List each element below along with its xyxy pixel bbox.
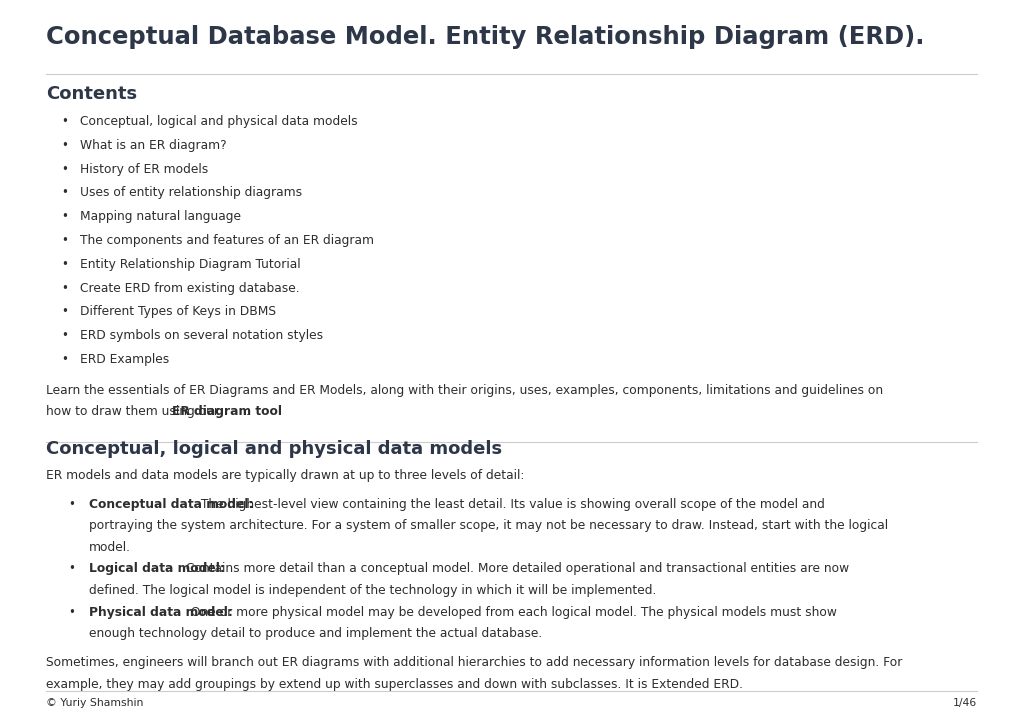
Text: defined. The logical model is independent of the technology in which it will be : defined. The logical model is independen…	[89, 584, 655, 597]
Text: Uses of entity relationship diagrams: Uses of entity relationship diagrams	[79, 186, 302, 199]
Text: model.: model.	[89, 541, 130, 554]
Text: The highest-level view containing the least detail. Its value is showing overall: The highest-level view containing the le…	[197, 498, 823, 510]
Text: ER diagram tool: ER diagram tool	[172, 405, 281, 418]
Text: •: •	[61, 305, 68, 318]
Text: example, they may add groupings by extend up with superclasses and down with sub: example, they may add groupings by exten…	[46, 678, 742, 690]
Text: •: •	[61, 353, 68, 366]
Text: What is an ER diagram?: What is an ER diagram?	[79, 139, 226, 152]
Text: •: •	[61, 329, 68, 342]
Text: Logical data model:: Logical data model:	[89, 562, 224, 575]
Text: •: •	[61, 186, 68, 199]
Text: •: •	[68, 606, 75, 618]
Text: Entity Relationship Diagram Tutorial: Entity Relationship Diagram Tutorial	[79, 258, 300, 271]
Text: Physical data model:: Physical data model:	[89, 606, 232, 618]
Text: ERD Examples: ERD Examples	[79, 353, 169, 366]
Text: •: •	[61, 139, 68, 152]
Text: © Yuriy Shamshin: © Yuriy Shamshin	[46, 698, 143, 708]
Text: •: •	[61, 115, 68, 128]
Text: Conceptual data model:: Conceptual data model:	[89, 498, 253, 510]
Text: ERD symbols on several notation styles: ERD symbols on several notation styles	[79, 329, 322, 342]
Text: •: •	[68, 562, 75, 575]
Text: •: •	[68, 498, 75, 510]
Text: •: •	[61, 210, 68, 223]
Text: •: •	[61, 258, 68, 271]
Text: Sometimes, engineers will branch out ER diagrams with additional hierarchies to : Sometimes, engineers will branch out ER …	[46, 656, 902, 669]
Text: enough technology detail to produce and implement the actual database.: enough technology detail to produce and …	[89, 627, 541, 640]
Text: .: .	[246, 405, 249, 418]
Text: Contents: Contents	[46, 85, 137, 103]
Text: Learn the essentials of ER Diagrams and ER Models, along with their origins, use: Learn the essentials of ER Diagrams and …	[46, 384, 882, 397]
Text: 1/46: 1/46	[952, 698, 976, 708]
Text: ER models and data models are typically drawn at up to three levels of detail:: ER models and data models are typically …	[46, 469, 524, 482]
Text: Mapping natural language: Mapping natural language	[79, 210, 240, 223]
Text: •: •	[61, 163, 68, 176]
Text: •: •	[61, 282, 68, 294]
Text: •: •	[61, 234, 68, 247]
Text: Contains more detail than a conceptual model. More detailed operational and tran: Contains more detail than a conceptual m…	[181, 562, 848, 575]
Text: One or more physical model may be developed from each logical model. The physica: One or more physical model may be develo…	[186, 606, 836, 618]
Text: Conceptual, logical and physical data models: Conceptual, logical and physical data mo…	[79, 115, 357, 128]
Text: portraying the system architecture. For a system of smaller scope, it may not be: portraying the system architecture. For …	[89, 519, 887, 532]
Text: how to draw them using our: how to draw them using our	[46, 405, 222, 418]
Text: Create ERD from existing database.: Create ERD from existing database.	[79, 282, 299, 294]
Text: The components and features of an ER diagram: The components and features of an ER dia…	[79, 234, 373, 247]
Text: Conceptual, logical and physical data models: Conceptual, logical and physical data mo…	[46, 440, 501, 458]
Text: Different Types of Keys in DBMS: Different Types of Keys in DBMS	[79, 305, 275, 318]
Text: Conceptual Database Model. Entity Relationship Diagram (ERD).: Conceptual Database Model. Entity Relati…	[46, 25, 923, 49]
Text: History of ER models: History of ER models	[79, 163, 208, 176]
